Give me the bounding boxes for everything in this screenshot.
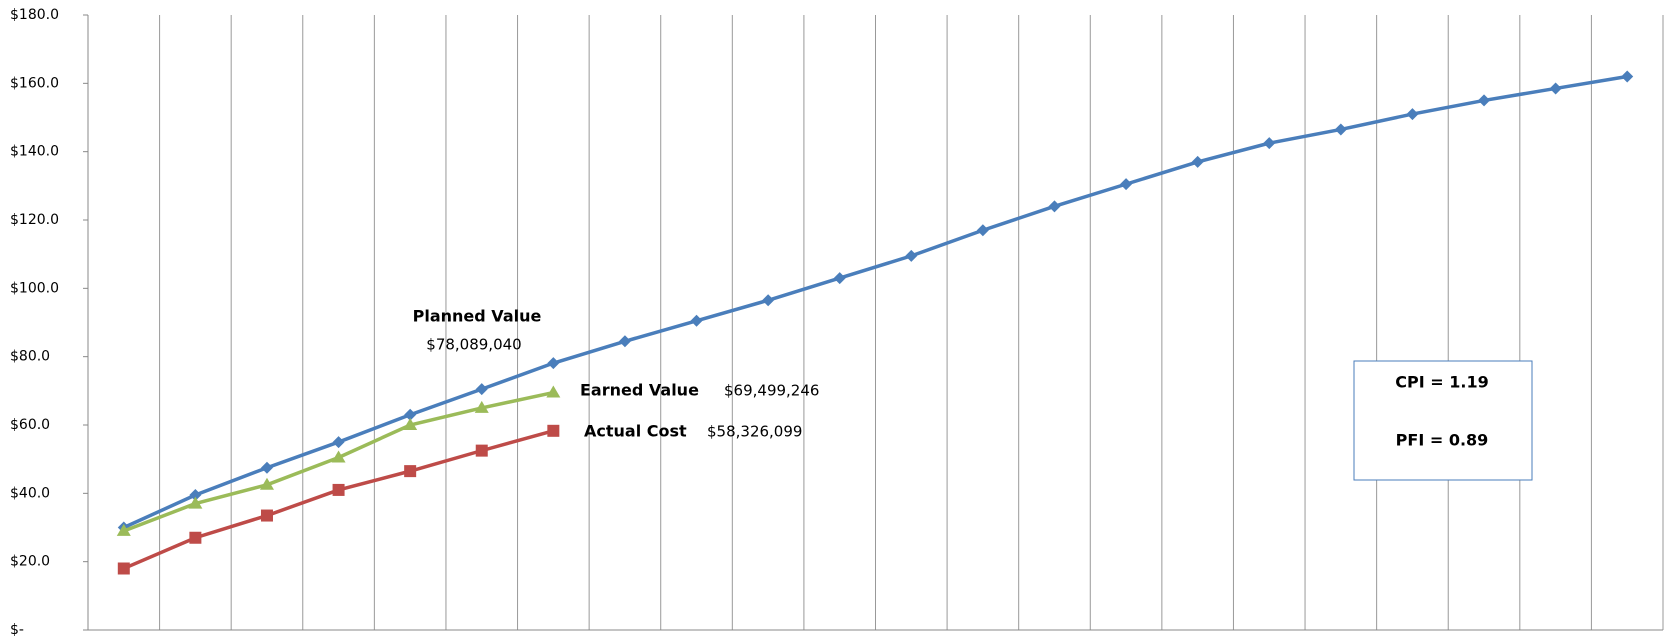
point <box>1406 108 1419 121</box>
point <box>547 424 560 437</box>
point <box>260 509 273 522</box>
series-label: Earned Value <box>580 381 699 400</box>
point <box>905 249 918 262</box>
point <box>547 357 560 370</box>
point <box>260 461 273 474</box>
point <box>403 418 418 430</box>
point <box>546 385 561 398</box>
point <box>188 496 203 509</box>
point <box>404 408 417 421</box>
series-label: Actual Cost <box>584 422 687 441</box>
point <box>1191 155 1204 168</box>
point <box>475 444 488 457</box>
point <box>1048 200 1061 213</box>
point <box>332 436 345 449</box>
point <box>618 335 631 348</box>
point <box>1549 82 1562 95</box>
point <box>332 483 345 496</box>
point <box>1621 70 1634 83</box>
point <box>189 531 202 544</box>
y-tick-label: $80.0 <box>10 349 50 365</box>
point <box>1120 178 1133 191</box>
point <box>1263 137 1276 150</box>
pfi-label: PFI = 0.89 <box>1396 431 1489 450</box>
point <box>976 224 989 237</box>
point <box>259 477 274 490</box>
y-tick-label: $20.0 <box>10 554 50 570</box>
point <box>1334 123 1347 136</box>
y-tick-label: $60.0 <box>10 417 50 433</box>
y-tick-label: $40.0 <box>10 485 50 501</box>
y-tick-label: $100.0 <box>10 280 59 296</box>
series-label: Planned Value <box>413 307 542 326</box>
point <box>331 450 346 463</box>
y-tick-label: $120.0 <box>10 212 59 228</box>
point <box>1478 94 1491 107</box>
point <box>117 562 130 575</box>
point <box>762 294 775 307</box>
index-box <box>1353 360 1533 481</box>
point <box>404 465 417 478</box>
y-tick-label: $- <box>10 622 24 637</box>
y-tick-label: $140.0 <box>10 144 59 160</box>
point <box>833 272 846 285</box>
cpi-label: CPI = 1.19 <box>1395 373 1488 392</box>
series-value: $69,499,246 <box>724 382 819 400</box>
point <box>189 489 202 502</box>
point <box>475 383 488 396</box>
series-line <box>123 74 1628 530</box>
point <box>116 523 131 536</box>
point <box>474 400 489 413</box>
y-tick-label: $180.0 <box>10 7 59 23</box>
y-tick-label: $160.0 <box>10 75 59 91</box>
series-value: $78,089,040 <box>426 336 521 354</box>
series-value: $58,326,099 <box>707 423 802 441</box>
point <box>690 314 703 327</box>
